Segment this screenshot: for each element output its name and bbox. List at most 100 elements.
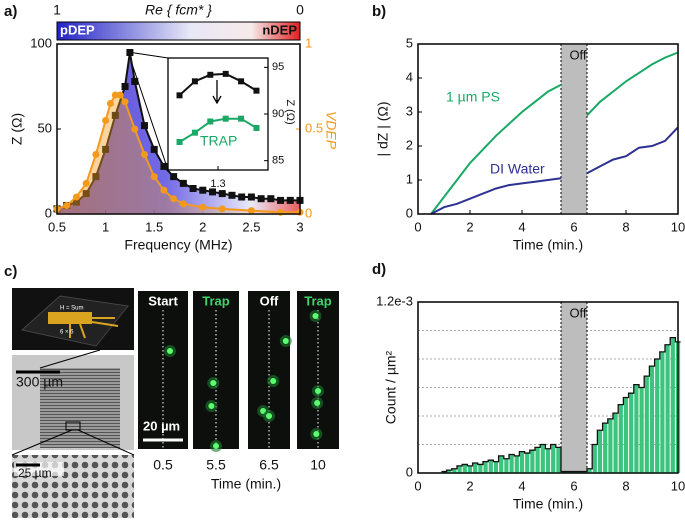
point (247, 207, 255, 215)
point (179, 200, 187, 208)
y-tick-label: 1.2e-3 (376, 293, 413, 308)
series-label: DI Water (490, 161, 545, 177)
point (277, 208, 285, 216)
strip: Trap (193, 291, 239, 452)
time-label: 0.5 (153, 457, 173, 473)
plot-border (56, 43, 301, 215)
time-label: 5.5 (206, 457, 226, 473)
colorbar-tick-label: 0 (296, 2, 304, 18)
bar (582, 471, 587, 473)
inset-point (253, 125, 260, 131)
point (170, 173, 178, 181)
panel-label: c) (4, 263, 17, 280)
inset-point (191, 129, 198, 136)
point (160, 162, 168, 170)
point (238, 193, 246, 201)
electrode-array (40, 368, 120, 448)
bar (597, 430, 603, 473)
x-tick-label: 4 (518, 478, 525, 493)
inset-point (238, 115, 245, 122)
point (150, 173, 158, 181)
x-tick-label: 2 (199, 219, 206, 234)
inset-y-label: Z (Ω) (284, 99, 296, 124)
chip-text: H = Sum (60, 306, 84, 312)
bar (530, 450, 535, 473)
particle (167, 348, 173, 354)
inset-point (176, 139, 183, 145)
bar (623, 397, 629, 473)
point (102, 117, 110, 124)
point (131, 77, 139, 85)
bar-outline (441, 336, 681, 473)
y-tick-label: 0 (406, 464, 413, 479)
strip: Start (138, 291, 188, 449)
point (116, 91, 124, 99)
x-tick-label: 1.5 (145, 219, 163, 234)
bar (608, 418, 613, 473)
point (82, 179, 90, 187)
point (247, 193, 255, 201)
bar (535, 447, 540, 473)
off-label: Off (569, 47, 586, 62)
inset-point (222, 115, 229, 122)
y-tick-label: 4 (406, 69, 413, 84)
bar (462, 464, 467, 473)
point (121, 83, 129, 90)
zoom-line (77, 429, 135, 456)
inset-point (191, 78, 198, 85)
bar (467, 465, 473, 473)
plot-border (417, 301, 679, 474)
panel-label: a) (4, 3, 17, 20)
point (63, 202, 71, 209)
inset-point (238, 78, 245, 85)
x-tick-label: 1 (102, 219, 109, 234)
y-tick-label: 100 (30, 35, 52, 50)
zoom-line (39, 349, 101, 369)
strip-label: Off (260, 293, 279, 308)
bar (551, 444, 556, 473)
x-tick-label: 10 (671, 478, 685, 493)
bar (509, 454, 514, 473)
point (286, 196, 294, 204)
series-line (430, 51, 679, 215)
strip: Off (248, 291, 292, 449)
particle (213, 443, 219, 449)
particle (210, 380, 217, 386)
bar (629, 393, 634, 473)
particle (315, 388, 321, 394)
series-label: 1 µm PS (446, 89, 500, 105)
scale-label: 300 µm (16, 374, 63, 390)
bar (603, 423, 608, 473)
inset-label: TRAP (200, 133, 237, 149)
bar (478, 464, 483, 473)
particle (266, 413, 272, 419)
colorbar-left: pDEP (60, 22, 95, 37)
off-label: Off (569, 305, 586, 320)
point (160, 186, 168, 194)
bar (665, 344, 670, 473)
x-tick-label: 6 (570, 219, 577, 234)
bar (545, 448, 551, 473)
zoom-box (65, 421, 81, 431)
inset-connector (127, 51, 169, 171)
panel-c: c) H = Sum 6 × 6 300 µm 25 µm (4, 263, 135, 518)
x-tick-label: 10 (671, 219, 685, 234)
bar (493, 461, 499, 473)
x-tick-label: 8 (622, 219, 629, 234)
x-label: Time (min.) (513, 237, 583, 253)
x-tick-label: 2 (466, 478, 473, 493)
strip-label: Start (148, 293, 178, 308)
point (218, 190, 226, 198)
colorbar (56, 21, 301, 41)
y-tick-label: 0 (406, 205, 413, 220)
panel-label: d) (372, 261, 386, 278)
y-tick-label: 50 (38, 120, 52, 135)
point (126, 49, 134, 56)
x-tick-label: 4 (518, 219, 525, 234)
y-label: | dZ | (Ω) (375, 101, 391, 156)
point (131, 125, 139, 133)
zoom-line (11, 429, 73, 456)
bar (514, 455, 519, 473)
plot-frame (417, 43, 679, 215)
